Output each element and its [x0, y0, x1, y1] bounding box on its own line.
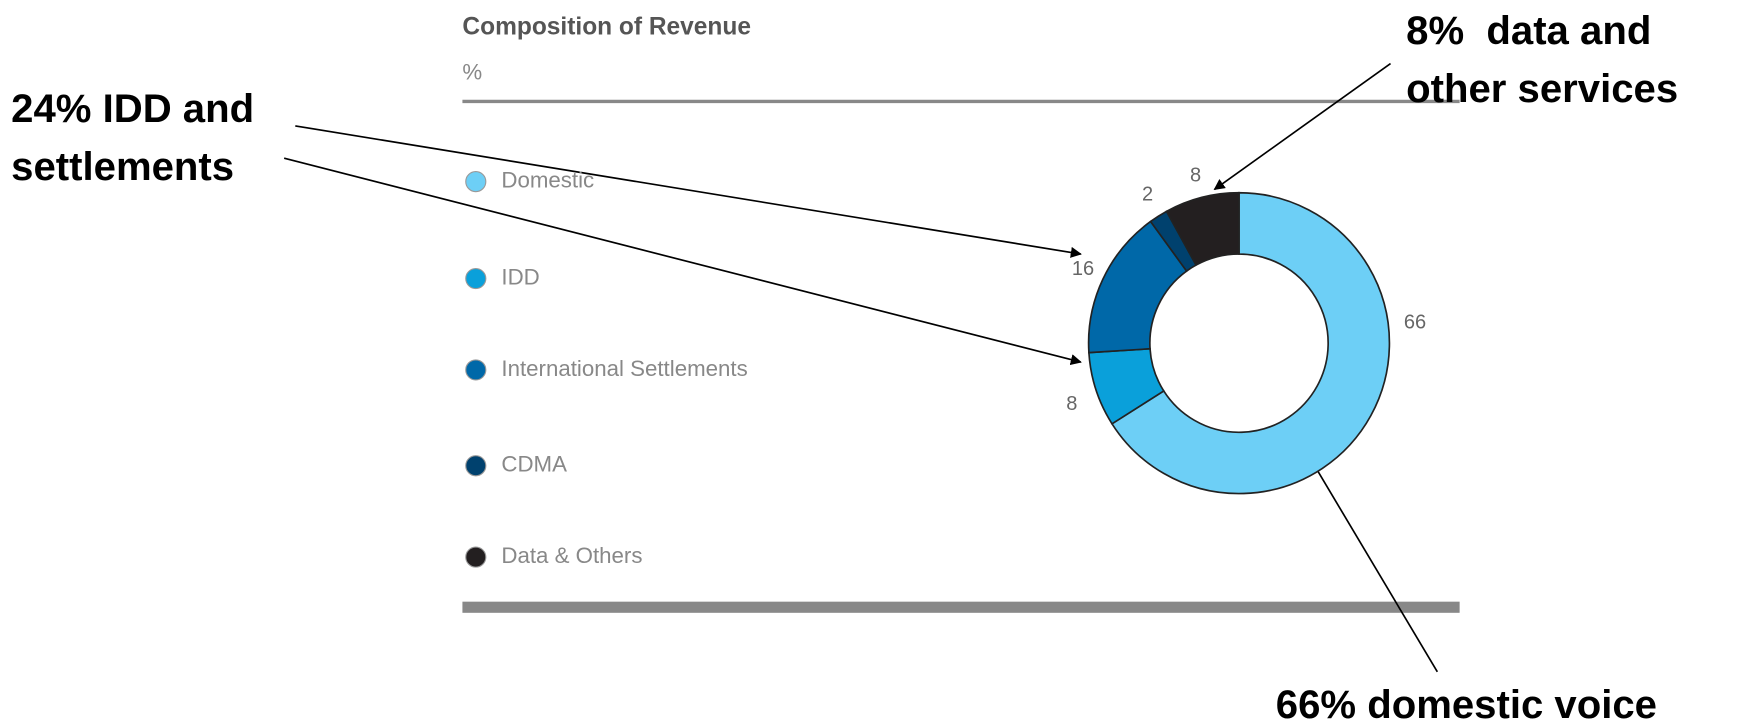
annotation: 66% domestic voice	[1276, 683, 1657, 722]
legend-label: IDD	[501, 264, 539, 289]
legend-swatch	[465, 267, 487, 290]
legend-swatch	[465, 171, 487, 193]
chart-subtitle: %	[462, 59, 482, 84]
chart-title: Composition of Revenue	[462, 13, 751, 40]
rule	[462, 601, 1460, 613]
data-label: 8	[1066, 393, 1077, 415]
arrow	[295, 125, 1082, 258]
annotation: 24% IDD and	[11, 87, 254, 131]
annotation: 8% data and	[1406, 9, 1651, 53]
legend-swatch	[465, 359, 487, 381]
data-label: 2	[1142, 183, 1153, 205]
data-label: 66	[1404, 311, 1426, 333]
arrows	[283, 62, 1439, 673]
arrow	[1213, 62, 1392, 191]
legend-label: Domestic	[501, 168, 594, 193]
legend-label: Data & Others	[501, 543, 642, 568]
donut-segment	[1110, 191, 1391, 495]
legend-swatch	[465, 546, 487, 568]
data-label: 16	[1072, 258, 1094, 280]
annotation: other services	[1406, 67, 1678, 111]
annotation: settlements	[11, 145, 234, 189]
legend-label: CDMA	[501, 452, 567, 477]
legend-swatch	[465, 455, 487, 477]
donut-segment	[1165, 191, 1240, 267]
data-label: 8	[1190, 164, 1201, 186]
arrow	[1294, 431, 1439, 673]
legend-label: International Settlements	[501, 356, 747, 381]
arrow	[283, 157, 1082, 366]
